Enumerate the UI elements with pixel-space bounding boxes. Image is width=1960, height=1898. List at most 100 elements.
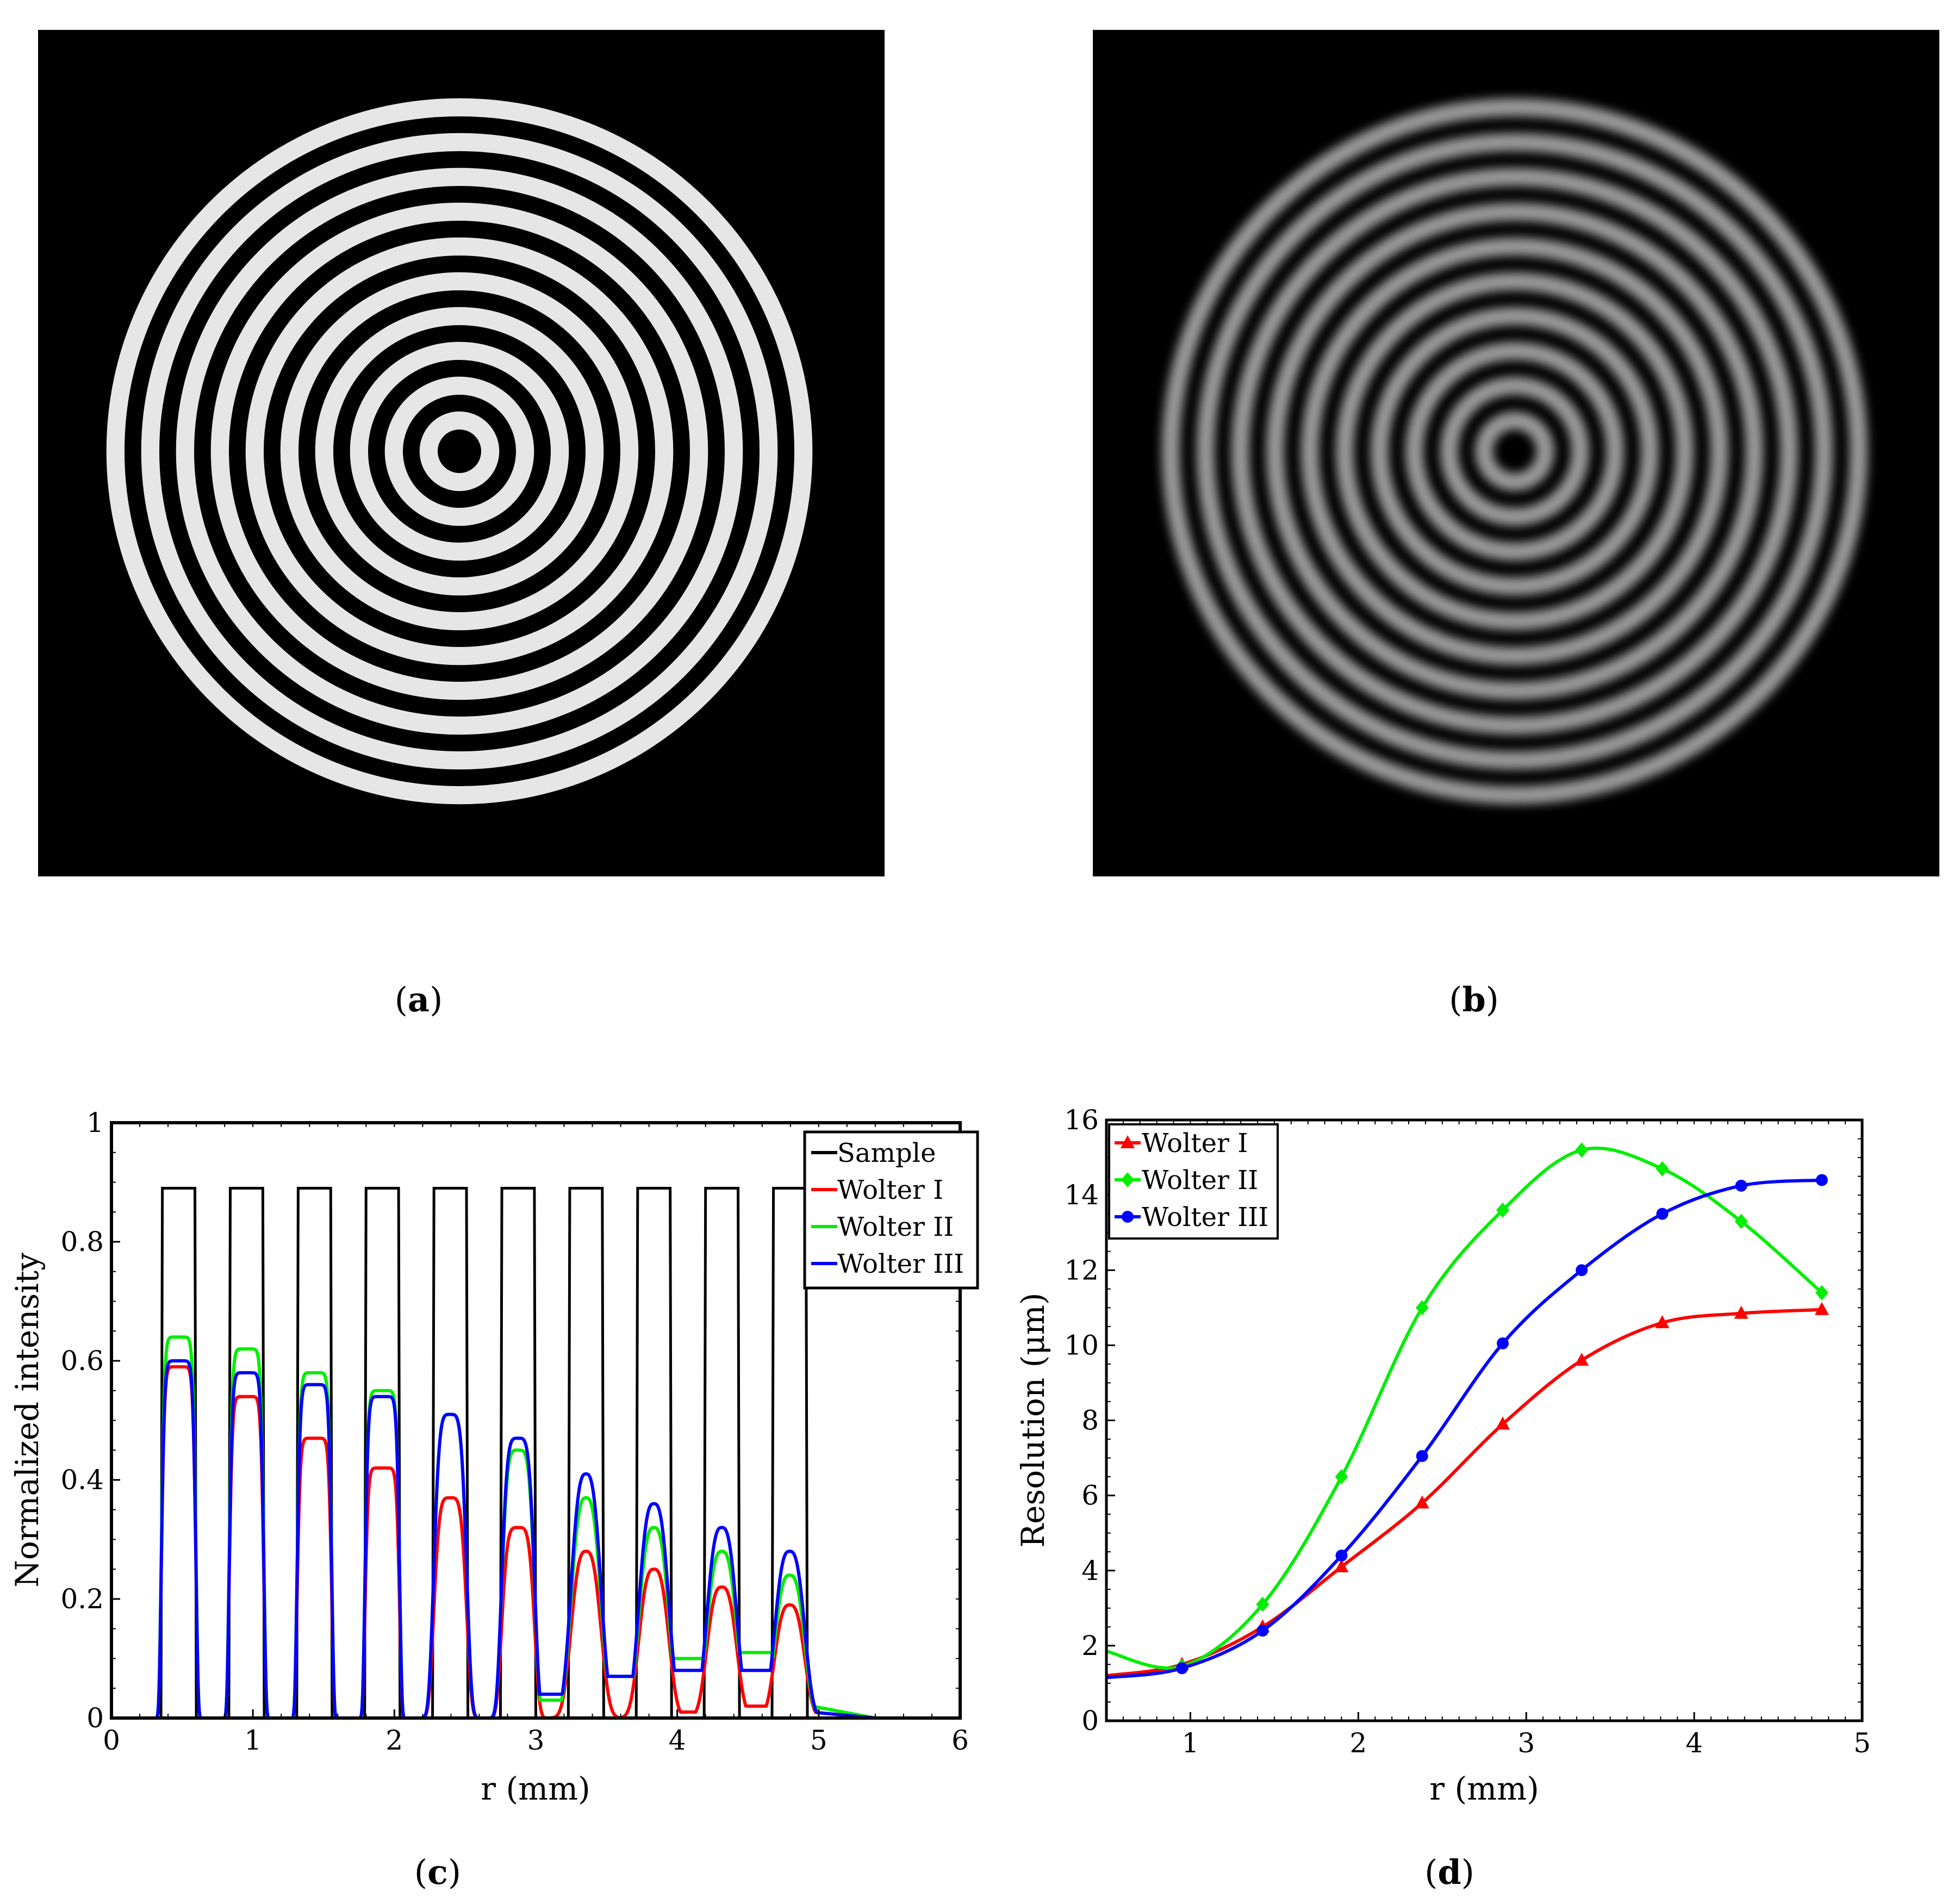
marker-wolter1 <box>1814 1302 1829 1315</box>
marker-wolter3 <box>1576 1264 1588 1277</box>
ring <box>1266 202 1764 700</box>
marker-wolter2 <box>1496 1202 1509 1218</box>
ring <box>106 98 813 805</box>
legend-marker-wolter1 <box>1121 1135 1135 1148</box>
x-tick-label: 4 <box>1685 1727 1703 1759</box>
legend-label-wolter3: Wolter III <box>837 1249 964 1279</box>
y-tick-label: 0 <box>1081 1705 1099 1737</box>
ring <box>384 376 534 526</box>
x-tick-label: 3 <box>527 1725 545 1756</box>
chart-d-xlabel: r (mm) <box>1429 1770 1539 1807</box>
ring <box>141 133 778 770</box>
ring <box>1231 167 1799 735</box>
chart-c-legend: Sample Wolter I Wolter II Wolter III <box>803 1130 979 1290</box>
marker-wolter2 <box>1734 1214 1748 1229</box>
image-b-rings <box>1161 98 1868 805</box>
legend-label-wolter1: Wolter I <box>837 1175 943 1205</box>
legend-label-wolter2: Wolter II <box>837 1212 954 1242</box>
caption-c: (c) <box>414 1852 461 1892</box>
marker-wolter2 <box>1815 1285 1828 1300</box>
y-tick-label: 0.2 <box>60 1583 104 1615</box>
marker-wolter3 <box>1496 1337 1509 1349</box>
series-wolter3 <box>1106 1178 1822 1679</box>
marker-wolter1 <box>1734 1305 1749 1319</box>
legend-label-wolter3: Wolter III <box>1142 1202 1268 1233</box>
marker-wolter3 <box>1815 1174 1828 1186</box>
y-tick-label: 10 <box>1064 1329 1099 1361</box>
marker-wolter1 <box>1575 1353 1589 1366</box>
x-tick-label: 1 <box>244 1725 262 1756</box>
ring <box>1440 376 1590 526</box>
ring <box>280 272 639 631</box>
ring <box>419 411 500 491</box>
y-tick-label: 0.6 <box>60 1345 104 1377</box>
ring <box>1405 341 1625 561</box>
marker-wolter3 <box>1416 1450 1428 1463</box>
marker-wolter1 <box>1334 1559 1349 1572</box>
y-tick-label: 4 <box>1081 1555 1099 1586</box>
y-tick-label: 12 <box>1064 1254 1099 1286</box>
y-tick-label: 0.4 <box>60 1464 104 1496</box>
chart-c-ylabel: Normalized intensity <box>9 1253 46 1588</box>
legend-label-sample: Sample <box>837 1138 936 1168</box>
ring <box>245 237 674 665</box>
y-tick-label: 14 <box>1064 1179 1099 1211</box>
y-tick-label: 0.8 <box>60 1226 104 1258</box>
marker-wolter2 <box>1256 1596 1270 1612</box>
marker-wolter2 <box>1415 1300 1429 1316</box>
image-a-rings <box>106 98 813 805</box>
legend-label-wolter1: Wolter I <box>1142 1128 1248 1159</box>
caption-a: (a) <box>395 980 443 1019</box>
marker-wolter3 <box>1735 1179 1747 1192</box>
marker-wolter2 <box>1335 1469 1348 1485</box>
ring <box>1370 307 1659 596</box>
legend-marker-wolter3 <box>1122 1211 1134 1223</box>
ring <box>1161 98 1868 805</box>
panel-b-imaged <box>1093 30 1939 876</box>
chart-c-intensity-profile: 0 1 2 3 4 5 6 0 0.2 0.4 0.6 0.8 1 r (mm) Normalized … <box>9 1107 979 1807</box>
y-tick-label: 6 <box>1081 1480 1099 1511</box>
x-tick-label: 0 <box>103 1725 120 1756</box>
x-tick-label: 1 <box>1182 1727 1199 1759</box>
ring <box>1335 272 1694 631</box>
series-wolter2 <box>1106 1146 1823 1670</box>
marker-wolter2 <box>1575 1142 1589 1158</box>
x-tick-label: 5 <box>810 1725 827 1756</box>
marker-wolter3 <box>1335 1549 1348 1562</box>
x-tick-label: 6 <box>951 1725 969 1756</box>
marker-wolter3 <box>1256 1625 1269 1637</box>
ring <box>315 307 604 596</box>
series-wolter1 <box>1106 1308 1822 1678</box>
x-tick-label: 4 <box>669 1725 686 1756</box>
chart-d-plot-lines <box>1106 1142 1829 1679</box>
ring <box>176 167 743 735</box>
y-tick-label: 0 <box>86 1702 104 1734</box>
x-tick-label: 3 <box>1517 1727 1535 1759</box>
marker-wolter1 <box>1655 1315 1670 1328</box>
x-tick-label: 2 <box>385 1725 403 1756</box>
ring <box>1301 237 1729 665</box>
chart-d-legend-items: Wolter I Wolter II Wolter III <box>1115 1128 1268 1233</box>
marker-wolter1 <box>1495 1416 1510 1430</box>
image-b-background <box>1093 30 1939 876</box>
legend-label-wolter2: Wolter II <box>1142 1165 1258 1196</box>
y-tick-label: 2 <box>1081 1630 1099 1661</box>
image-a-background <box>38 30 885 876</box>
y-tick-label: 1 <box>86 1107 104 1138</box>
ring <box>1474 411 1555 491</box>
legend-marker-wolter2 <box>1121 1172 1134 1187</box>
ring <box>1196 133 1833 770</box>
chart-d-legend: Wolter I Wolter II Wolter III <box>1108 1123 1279 1240</box>
ring <box>350 341 569 561</box>
caption-b: (b) <box>1449 980 1499 1019</box>
caption-d: (d) <box>1424 1852 1474 1892</box>
marker-wolter1 <box>1415 1495 1429 1509</box>
marker-wolter3 <box>1656 1208 1669 1220</box>
marker-wolter2 <box>1656 1161 1669 1177</box>
y-tick-label: 16 <box>1064 1104 1099 1136</box>
x-tick-label: 5 <box>1853 1727 1871 1759</box>
ring <box>210 202 708 700</box>
